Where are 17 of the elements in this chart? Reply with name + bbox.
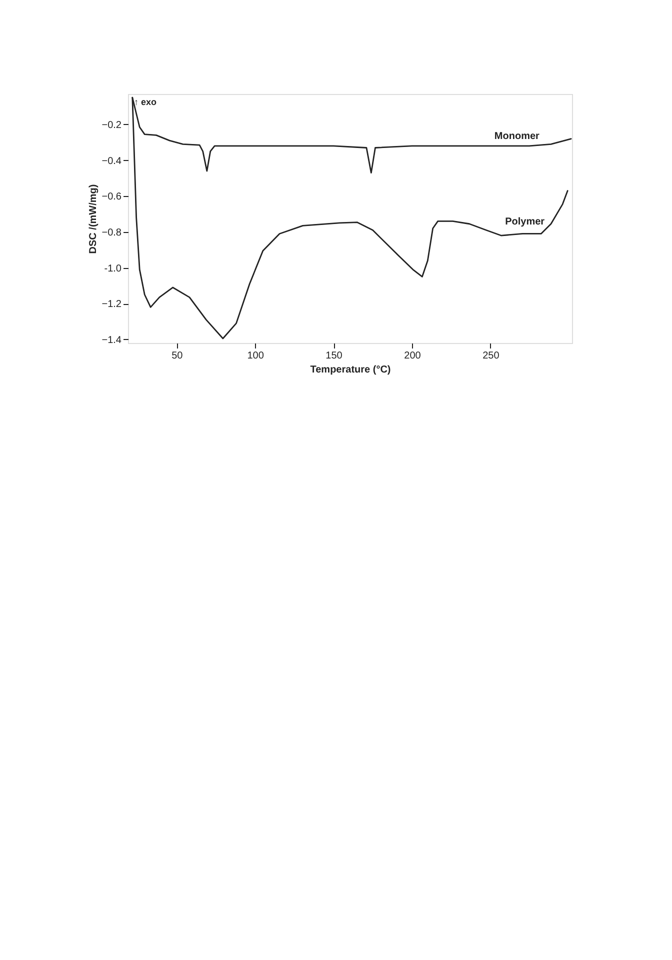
x-tick-label: 100 — [247, 350, 264, 362]
series-label: Polymer — [505, 216, 545, 228]
y-axis-title: DSC /(mW/mg) — [88, 184, 99, 254]
x-tick-label: 200 — [404, 350, 422, 362]
y-tick-label: −0.6 — [102, 192, 122, 203]
annotation: ↑ exo — [134, 97, 158, 107]
x-tick-label: 250 — [482, 350, 500, 362]
x-tick-label: 150 — [326, 350, 343, 362]
y-tick-label: −0.8 — [102, 227, 122, 238]
x-axis-title: Temperature (°C) — [310, 364, 391, 376]
series-label: Monomer — [494, 130, 540, 142]
y-tick-label: −1.4 — [102, 334, 122, 346]
y-tick-label: -1.0 — [104, 263, 122, 274]
y-tick-label: −0.4 — [102, 156, 122, 167]
x-tick-label: 50 — [172, 350, 184, 362]
y-tick-label: −0.2 — [102, 120, 122, 131]
y-tick-label: −1.2 — [102, 299, 122, 310]
